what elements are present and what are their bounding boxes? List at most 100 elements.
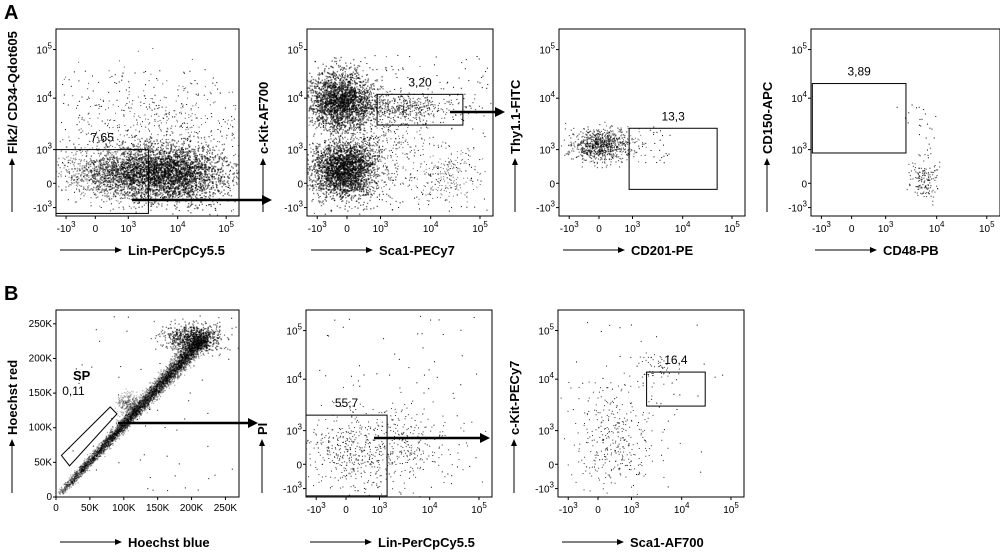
x-tick-label: 104 [674, 501, 690, 516]
y-tick-label: 103 [36, 142, 52, 157]
x-axis-title: Sca1-PECy7 [379, 243, 455, 258]
plot-b2: -103 0 103 104 105 -103 0 103 104 105 55,7 Lin-PerC… [255, 309, 493, 550]
plot-frame [557, 309, 745, 498]
x-tick-label: 104 [675, 220, 691, 235]
events-a4 [896, 104, 941, 206]
x-tick-label: -103 [560, 220, 579, 235]
x-tick-label: 103 [625, 220, 641, 235]
y-tick-label: 0 [297, 179, 303, 190]
gating-arrow-b1-b2 [118, 418, 258, 428]
y-tick-label: -103 [535, 481, 554, 496]
y-axis-title: c-Kit-PECy7 [507, 361, 522, 435]
x-tick-label: 103 [624, 501, 640, 516]
y-tick-label: 105 [538, 323, 554, 338]
x-axis-title: Hoechst blue [128, 535, 210, 550]
gating-arrow-b2-b3 [374, 433, 490, 443]
y-tick-label: 250K [29, 319, 53, 330]
y-tick-label: 150K [29, 388, 53, 399]
gate-rectangle [305, 414, 388, 497]
x-axis-label-a2: Sca1-PECy7 [311, 243, 455, 258]
x-tick-label: 250K [214, 503, 238, 514]
y-axis-label-b2: PI [255, 423, 270, 493]
plot-frame [306, 28, 494, 217]
plot-frame [810, 28, 1000, 217]
y-tick-label: 103 [791, 142, 807, 157]
x-tick-label: -103 [812, 220, 831, 235]
x-tick-label: 0 [596, 224, 602, 235]
y-axis-label-a4: CD150-APC [760, 81, 775, 212]
x-tick-label: 0 [595, 505, 601, 516]
plot-frame [305, 309, 493, 498]
y-tick-label: 0 [548, 460, 554, 471]
y-axis-title: Flk2/ CD34-Qdot605 [5, 31, 20, 154]
y-axis-title: CD150-APC [760, 81, 775, 154]
y-axis-title: PI [255, 423, 270, 435]
gating-arrow-a1-a2 [132, 195, 272, 205]
x-axis-title: CD48-PB [883, 243, 939, 258]
x-tick-label: 103 [878, 220, 894, 235]
x-axis-label-a1: Lin-PerCpCy5.5 [60, 243, 225, 258]
y-axis-title: c-Kit-AF700 [256, 82, 271, 154]
y-tick-label: 0 [801, 179, 807, 190]
x-tick-label: 105 [218, 220, 234, 235]
x-tick-label: -103 [559, 501, 578, 516]
x-tick-label: 0 [93, 224, 99, 235]
plot-frame [55, 28, 240, 217]
x-tick-label: 105 [471, 501, 487, 516]
y-tick-label: 105 [287, 42, 303, 57]
gate-percent: 16,4 [664, 353, 688, 367]
y-tick-label: 0 [296, 460, 302, 471]
y-tick-label: 105 [791, 42, 807, 57]
gating-arrows [118, 107, 505, 443]
y-tick-label: 103 [286, 423, 302, 438]
x-tick-label: 103 [372, 501, 388, 516]
x-tick-label: -103 [307, 501, 326, 516]
y-tick-label: 103 [539, 142, 555, 157]
y-tick-label: 105 [286, 323, 302, 338]
x-tick-label: 105 [724, 220, 740, 235]
plot-b3: -103 0 103 104 105 -103 0 103 104 105 16,4 Sca1-AF7… [507, 309, 745, 550]
y-tick-label: -103 [283, 481, 302, 496]
x-axis-title: Lin-PerCpCy5.5 [378, 535, 475, 550]
y-tick-label: 104 [538, 371, 554, 386]
x-tick-label: 103 [120, 220, 136, 235]
y-axis-label-a2: c-Kit-AF700 [256, 82, 271, 212]
x-axis-title: CD201-PE [631, 243, 693, 258]
gate-percent: 55,7 [335, 396, 359, 410]
plots-group: -103 0 103 104 105 -103 0 103 104 105 7,65 Lin-PerC… [5, 28, 1000, 550]
plot-frame [558, 28, 746, 217]
gate-polygon [60, 406, 118, 467]
plot-a4: -103 0 103 104 105 -103 0 103 104 105 3,89 CD48-PB C… [760, 28, 1000, 258]
side-population-label: SP [73, 368, 91, 383]
y-tick-label: 103 [538, 423, 554, 438]
x-axis-label-b2: Lin-PerCpCy5.5 [310, 535, 475, 550]
gate-rectangle [628, 127, 718, 190]
gate-percent: 7,65 [91, 131, 115, 145]
gate-rectangle [811, 83, 907, 154]
y-tick-label: 100K [29, 423, 53, 434]
plot-a3: -103 0 103 104 105 -103 0 103 104 105 13,3 CD201-PE… [508, 28, 746, 258]
x-tick-label: 0 [344, 224, 350, 235]
y-axis-title: Hoechst red [5, 360, 20, 435]
events-a3 [560, 121, 671, 169]
x-tick-label: -103 [57, 220, 76, 235]
events-a2 [307, 54, 492, 215]
y-tick-label: 104 [287, 90, 303, 105]
x-axis-label-b3: Sca1-AF700 [562, 535, 704, 550]
panel-letter-a: A [4, 2, 18, 24]
plot-b1: 0 50K 100K 150K 200K 250K 0 50K 100K 150K 200K 250K… [5, 309, 240, 550]
y-axis-title: Thy1.1-FITC [508, 79, 523, 154]
x-tick-label: 104 [170, 220, 186, 235]
gate-percent: 3,20 [408, 75, 432, 89]
x-tick-label: 150K [146, 503, 170, 514]
plot-a2: -103 0 103 104 105 -103 0 103 104 105 3,20 Sca1-PEC… [256, 28, 494, 258]
events-a1 [56, 47, 239, 216]
y-tick-label: 0 [46, 179, 52, 190]
y-axis-label-b3: c-Kit-PECy7 [507, 361, 522, 493]
y-tick-label: -103 [536, 200, 555, 215]
panel-letter-b: B [4, 283, 18, 305]
x-axis-title: Lin-PerCpCy5.5 [128, 243, 225, 258]
events-b2 [306, 315, 487, 497]
x-axis-title: Sca1-AF700 [630, 535, 704, 550]
